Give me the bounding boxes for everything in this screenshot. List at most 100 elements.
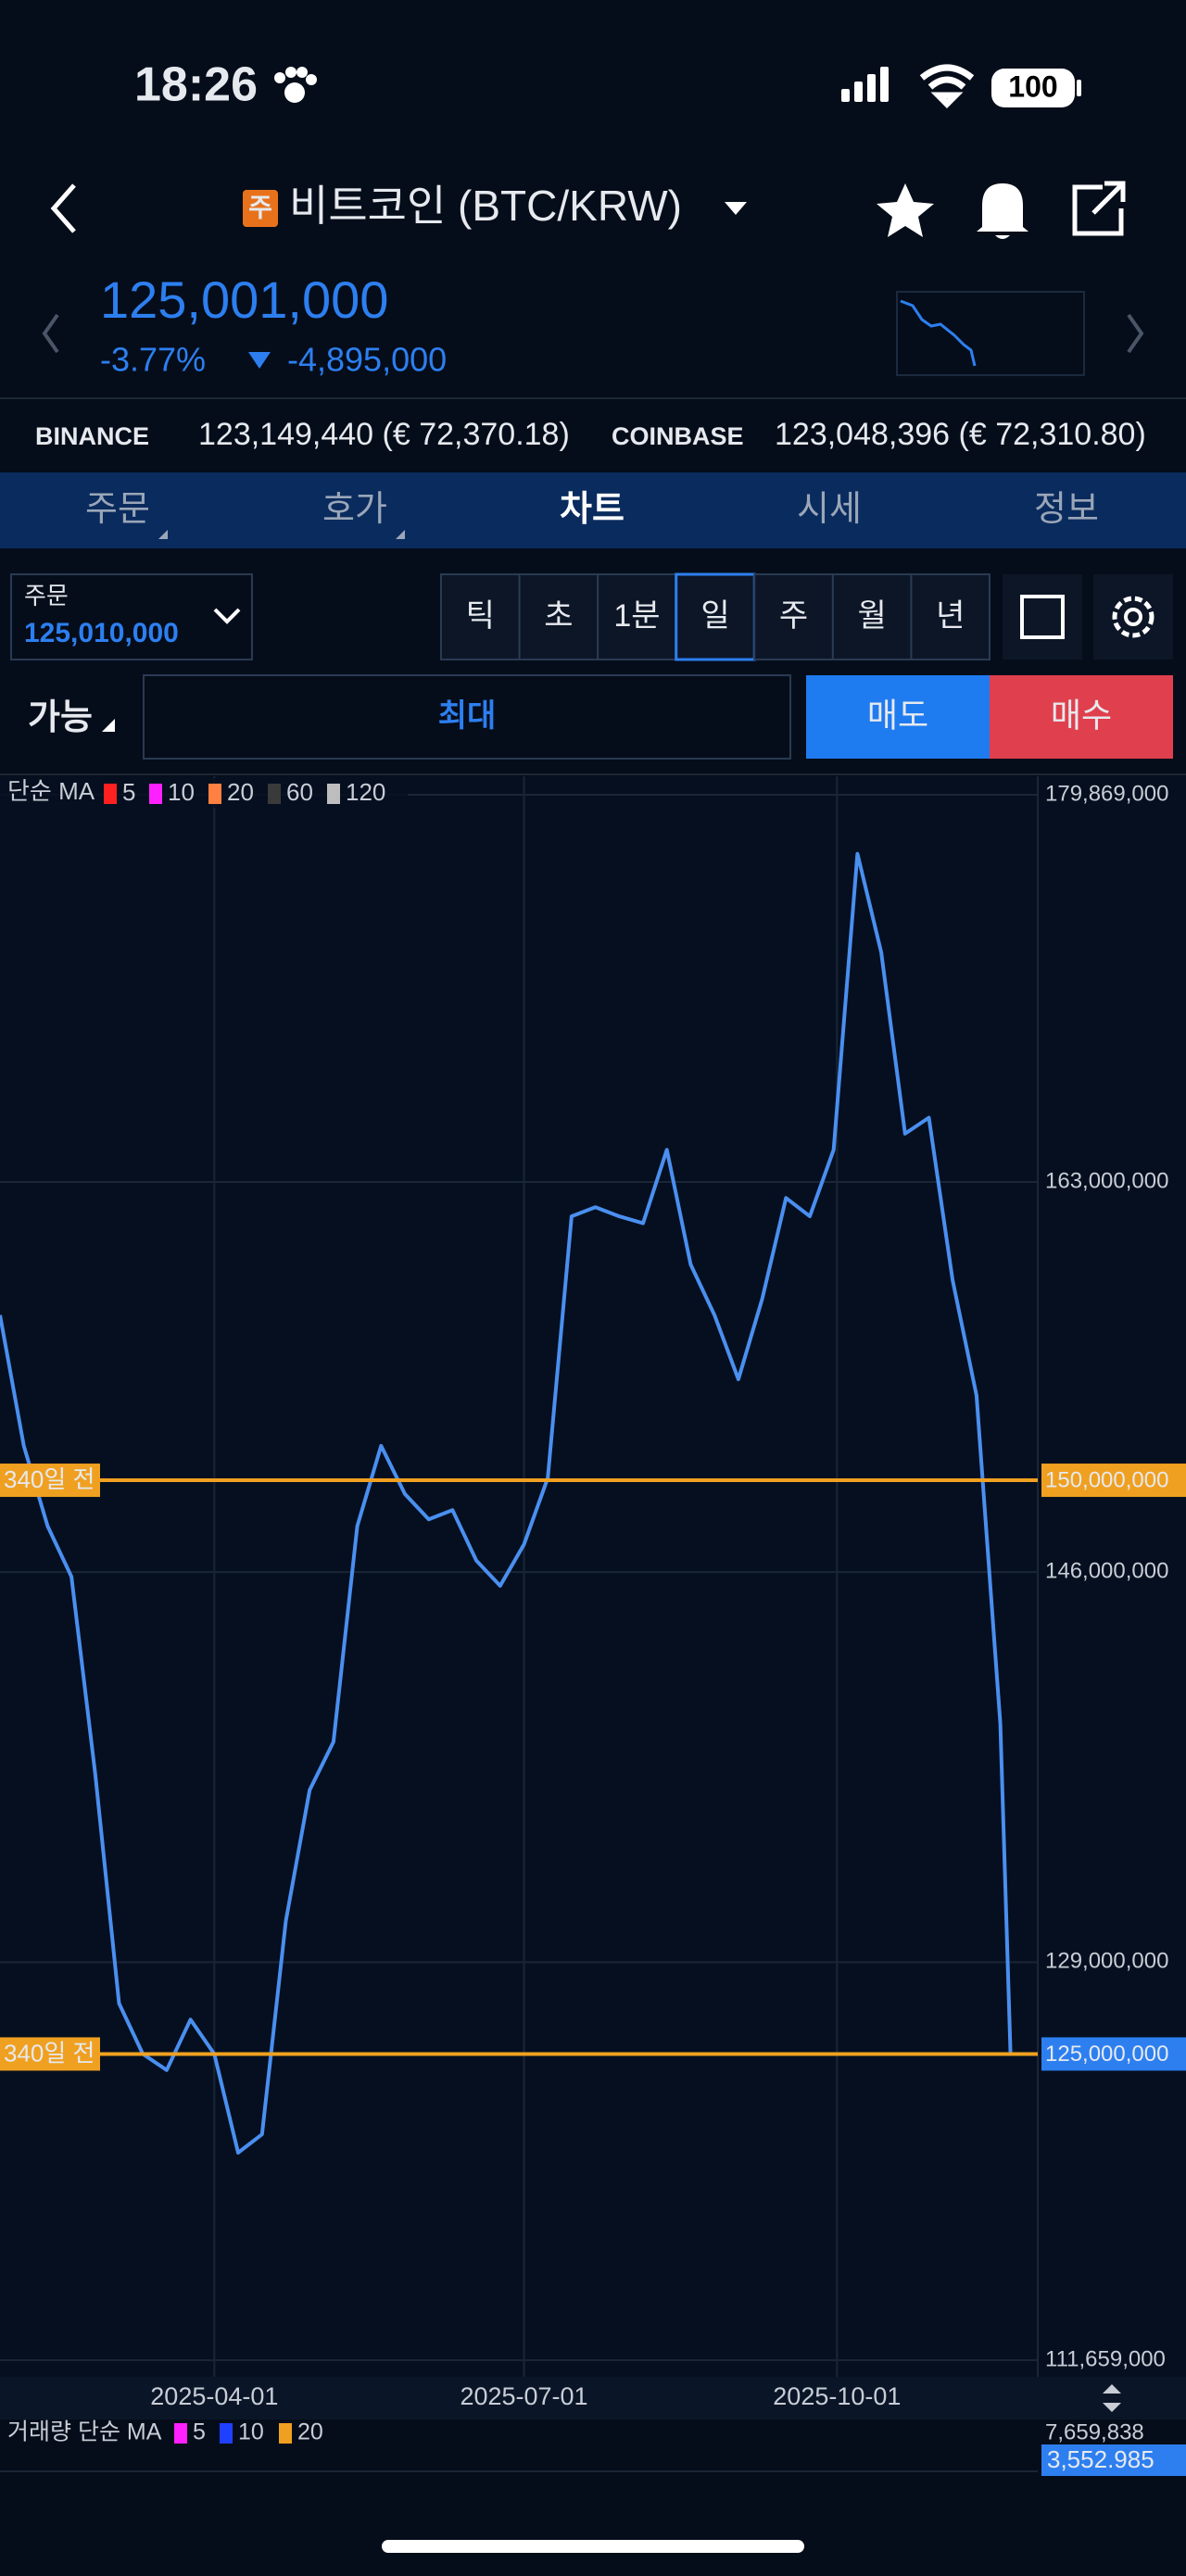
prev-button[interactable]	[42, 313, 59, 354]
legend-label: 10	[168, 778, 195, 806]
level-label: 125,000,000	[1045, 2042, 1168, 2067]
legend-swatch	[268, 784, 281, 804]
amount: 최대	[438, 698, 497, 734]
volume-title: 거래량 단순 MA	[7, 2419, 162, 2445]
x-tick-label: 2025-07-01	[460, 2382, 587, 2410]
price: 125,001,000	[100, 270, 388, 329]
back-button[interactable]	[50, 183, 76, 233]
interval-button[interactable]	[831, 573, 913, 660]
badge-box	[243, 190, 278, 227]
volume-badge	[1041, 2444, 1186, 2476]
tab[interactable]: 정보	[1034, 490, 1099, 529]
battery-tip	[1077, 80, 1081, 96]
interval-label: 주	[779, 598, 808, 634]
level-label: 150,000,000	[1045, 1467, 1168, 1492]
battery-level: 100	[1008, 69, 1057, 103]
chart-area	[0, 776, 1186, 2377]
order-price: 125,010,000	[24, 618, 179, 648]
tab-arrow	[396, 530, 405, 539]
level-note-box	[0, 1464, 100, 1498]
volume-legend-label: 20	[297, 2419, 323, 2445]
interval-button[interactable]	[675, 572, 756, 661]
legend-swatch	[149, 784, 162, 804]
legend-title: 단순 MA	[7, 777, 95, 805]
legend-label: 20	[227, 778, 254, 806]
y-tick-label: 111,659,000	[1045, 2346, 1166, 2371]
tab[interactable]: 호가	[322, 490, 387, 529]
interval-label: 틱	[466, 598, 495, 634]
level-badge	[1041, 1464, 1186, 1498]
volume-last-label: 3,552.985	[1047, 2445, 1154, 2473]
badge: 주	[248, 193, 272, 221]
paw-icon	[274, 67, 317, 103]
gear-center	[1124, 608, 1142, 626]
interval-label: 일	[700, 598, 729, 634]
resize-handle[interactable]	[1103, 2384, 1121, 2412]
level-note: 340일 전	[4, 2039, 95, 2067]
y-tick-label: 146,000,000	[1045, 1558, 1168, 1583]
interval-label: 1분	[613, 598, 660, 634]
level-note-box	[0, 2037, 100, 2071]
legend-swatch	[208, 784, 221, 804]
mini-chart-box	[896, 291, 1085, 376]
draw-button[interactable]	[1003, 574, 1082, 660]
volume-swatch	[174, 2423, 187, 2444]
tab-bar	[0, 472, 1186, 548]
volume-swatch	[279, 2423, 292, 2444]
tab-arrow	[158, 530, 168, 539]
tab[interactable]: 차트	[560, 490, 625, 529]
price-line	[0, 851, 1013, 2155]
exchange-name: BINANCE	[35, 422, 149, 450]
exchange-price: 123,149,440 (€ 72,370.18)	[198, 417, 570, 452]
signal-icon	[841, 67, 889, 102]
y-tick-label: 163,000,000	[1045, 1168, 1168, 1193]
tab[interactable]: 주문	[85, 490, 150, 529]
volume-max-label: 7,659,838	[1045, 2419, 1144, 2444]
favorite-button[interactable]	[877, 183, 934, 237]
battery	[991, 69, 1075, 107]
share-button[interactable]	[1072, 181, 1126, 236]
legend-label: 120	[346, 778, 385, 806]
title-dropdown[interactable]	[725, 202, 747, 215]
legend-label: 60	[286, 778, 313, 806]
interval-button[interactable]	[753, 573, 834, 660]
title[interactable]: 비트코인 (BTC/KRW)	[289, 182, 682, 230]
interval-button[interactable]	[518, 573, 599, 660]
next-button[interactable]	[1127, 313, 1144, 354]
interval-button[interactable]	[910, 573, 991, 660]
tab[interactable]: 시세	[797, 490, 862, 529]
interval-label: 초	[544, 598, 573, 634]
sell-button[interactable]	[806, 675, 990, 759]
legend-swatch	[104, 784, 117, 804]
interval-label: 년	[936, 598, 965, 634]
available-label: 가능	[28, 698, 93, 737]
home-indicator	[382, 2540, 804, 2553]
available-arrow	[102, 719, 115, 732]
x-tick-label: 2025-10-01	[773, 2382, 901, 2410]
wifi-icon	[919, 64, 975, 108]
amount-input[interactable]	[143, 674, 791, 760]
order-label: 주문	[24, 582, 69, 609]
change: -4,895,000	[287, 341, 447, 379]
volume-legend-label: 5	[193, 2419, 206, 2445]
change-pct: -3.77%	[100, 341, 206, 379]
y-tick-label: 179,869,000	[1045, 781, 1168, 806]
interval-button[interactable]	[440, 573, 521, 660]
interval-label: 월	[858, 598, 887, 634]
time: 18:26	[134, 58, 258, 112]
exchange-price: 123,048,396 (€ 72,310.80)	[775, 417, 1146, 452]
order-chevron	[213, 608, 241, 624]
settings-button[interactable]	[1093, 574, 1173, 660]
draw-icon	[1020, 595, 1065, 639]
level-badge	[1041, 2037, 1186, 2071]
buy-button[interactable]	[990, 675, 1173, 759]
sell-label: 매도	[867, 697, 928, 735]
volume-legend-label: 10	[238, 2419, 264, 2445]
interval-button[interactable]	[597, 573, 677, 660]
alert-button[interactable]	[977, 183, 1028, 239]
down-arrow	[248, 352, 271, 369]
legend-swatch	[327, 784, 340, 804]
order-select[interactable]	[10, 573, 253, 660]
